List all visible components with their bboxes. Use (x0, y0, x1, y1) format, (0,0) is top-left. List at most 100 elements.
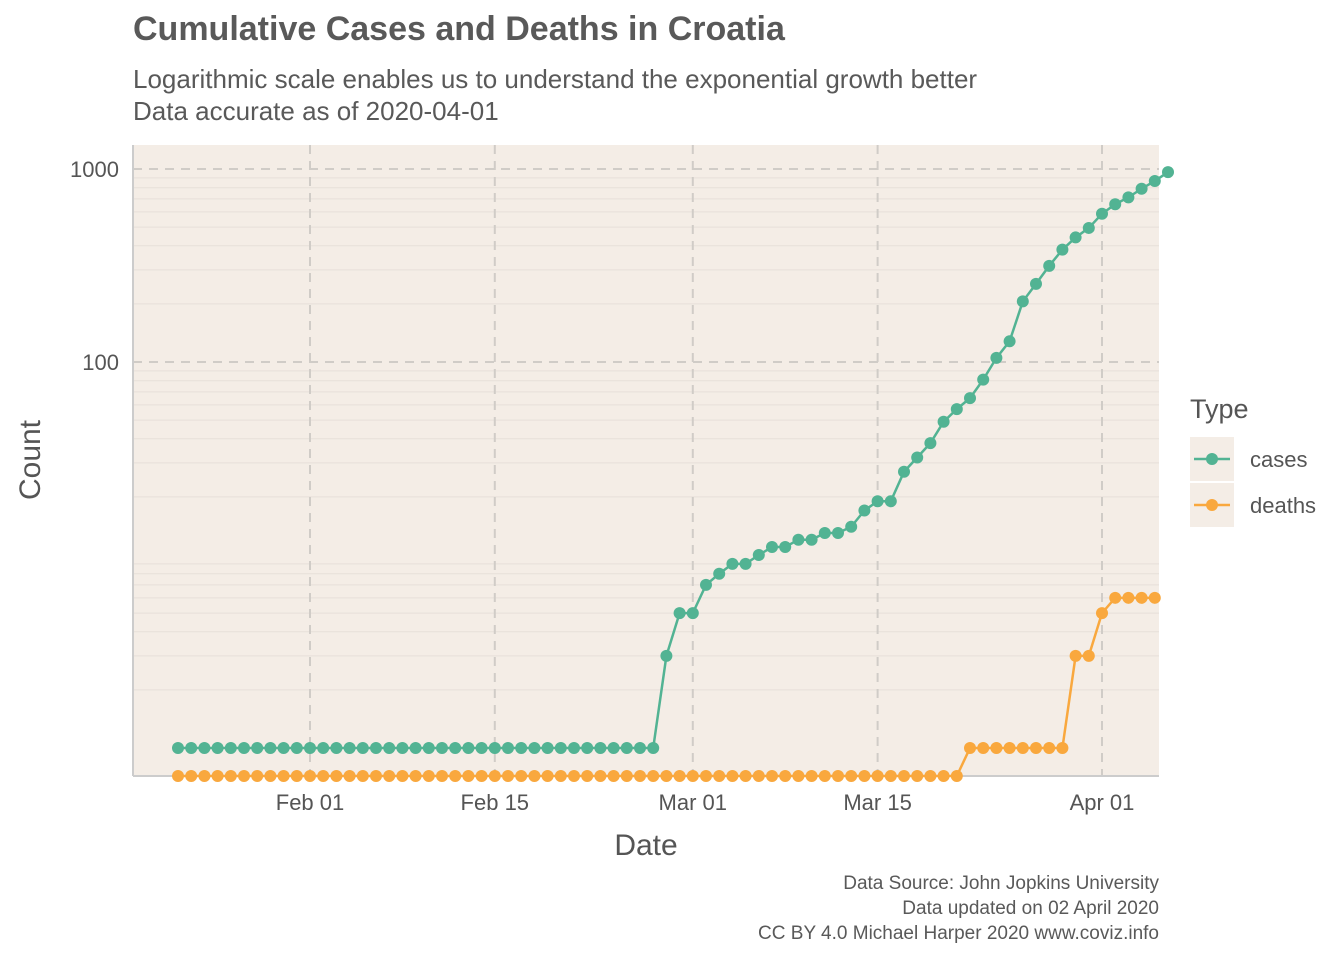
data-point-cases (779, 541, 792, 554)
caption-source: Data Source: John Jopkins University (843, 873, 1159, 894)
legend-title: Type (1190, 394, 1249, 424)
series-line-cases (178, 171, 1169, 750)
data-point-cases (911, 451, 924, 464)
data-point-deaths (383, 770, 396, 782)
legend-label: deaths (1250, 493, 1316, 518)
data-point-cases (832, 527, 844, 540)
data-point-cases (620, 742, 633, 754)
data-point-cases (370, 742, 382, 754)
data-point-deaths (700, 770, 712, 782)
data-point-cases (436, 742, 448, 754)
data-point-deaths (568, 770, 580, 782)
data-point-deaths (449, 770, 462, 782)
data-point-deaths (528, 770, 541, 782)
data-point-cases (356, 742, 369, 754)
y-tick-label: 1000 (70, 157, 119, 182)
data-point-deaths (898, 770, 910, 782)
y-tick-labels: 100 1000 (70, 157, 119, 375)
x-tick-label: Feb 01 (276, 790, 345, 815)
data-point-deaths (884, 770, 897, 782)
minor-gridlines (133, 177, 1159, 691)
data-point-cases (1043, 259, 1056, 272)
data-point-cases (1016, 295, 1029, 308)
data-point-deaths (924, 770, 937, 782)
y-tick-label: 100 (82, 350, 119, 375)
data-point-cases (211, 742, 224, 754)
data-point-cases (581, 742, 594, 754)
data-point-deaths (290, 770, 303, 782)
data-point-deaths (990, 742, 1003, 754)
data-point-cases (1148, 174, 1161, 187)
data-point-cases (647, 742, 660, 754)
data-point-deaths (488, 770, 501, 782)
legend-item-deaths: deaths (1190, 483, 1316, 527)
data-point-deaths (304, 770, 316, 782)
data-point-cases (805, 533, 818, 546)
data-point-cases (264, 742, 277, 754)
data-point-cases (845, 520, 858, 533)
data-point-cases (185, 742, 198, 754)
x-tick-label: Mar 01 (659, 790, 727, 815)
caption-updated: Data updated on 02 April 2020 (902, 898, 1159, 919)
data-point-cases (594, 742, 607, 754)
data-point-deaths (977, 742, 990, 754)
data-point-cases (673, 607, 686, 620)
data-point-deaths (1096, 607, 1108, 620)
data-point-deaths (211, 770, 224, 782)
data-point-deaths (818, 770, 831, 782)
data-point-cases (607, 742, 620, 754)
data-point-cases (290, 742, 303, 754)
data-point-cases (475, 742, 488, 754)
data-point-deaths (330, 770, 343, 782)
data-point-deaths (541, 770, 554, 782)
data-point-deaths (964, 742, 976, 754)
chart-subtitle-line-1: Logarithmic scale enables us to understa… (133, 64, 978, 94)
data-point-cases (950, 403, 963, 416)
data-point-cases (792, 533, 805, 546)
x-axis-label: Date (614, 829, 677, 860)
data-point-deaths (1082, 649, 1095, 662)
chart-title: Cumulative Cases and Deaths in Croatia (133, 10, 785, 48)
data-point-deaths (634, 770, 646, 782)
data-point-cases (660, 649, 673, 662)
data-point-cases (198, 742, 211, 754)
data-point-cases (304, 742, 316, 754)
legend-key-point (1206, 453, 1218, 465)
data-point-deaths (1135, 591, 1148, 604)
data-point-cases (568, 742, 580, 754)
data-point-deaths (238, 770, 250, 782)
data-point-deaths (422, 770, 435, 782)
legend-item-cases: cases (1190, 437, 1307, 481)
data-point-deaths (554, 770, 567, 782)
data-point-cases (528, 742, 541, 754)
data-point-deaths (277, 770, 290, 782)
data-point-cases (858, 504, 871, 517)
data-point-deaths (343, 770, 356, 782)
data-point-cases (554, 742, 567, 754)
data-point-cases (343, 742, 356, 754)
data-point-cases (1056, 243, 1069, 256)
data-point-deaths (1069, 649, 1082, 662)
data-point-deaths (198, 770, 211, 782)
data-point-deaths (1003, 742, 1016, 754)
legend-key-point (1206, 499, 1218, 511)
data-point-deaths (1056, 742, 1069, 754)
data-point-deaths (937, 770, 950, 782)
series-cases (172, 166, 1174, 754)
data-point-deaths (224, 770, 237, 782)
data-point-cases (383, 742, 396, 754)
data-point-deaths (172, 770, 184, 782)
data-point-deaths (911, 770, 924, 782)
data-point-cases (739, 557, 752, 570)
data-point-cases (1109, 198, 1122, 211)
data-point-deaths (475, 770, 488, 782)
data-point-deaths (185, 770, 198, 782)
data-point-cases (462, 742, 475, 754)
data-point-cases (1030, 277, 1042, 290)
data-point-cases (330, 742, 343, 754)
data-point-deaths (858, 770, 871, 782)
data-point-cases (422, 742, 435, 754)
data-point-deaths (370, 770, 382, 782)
data-point-cases (541, 742, 554, 754)
data-point-cases (409, 742, 422, 754)
